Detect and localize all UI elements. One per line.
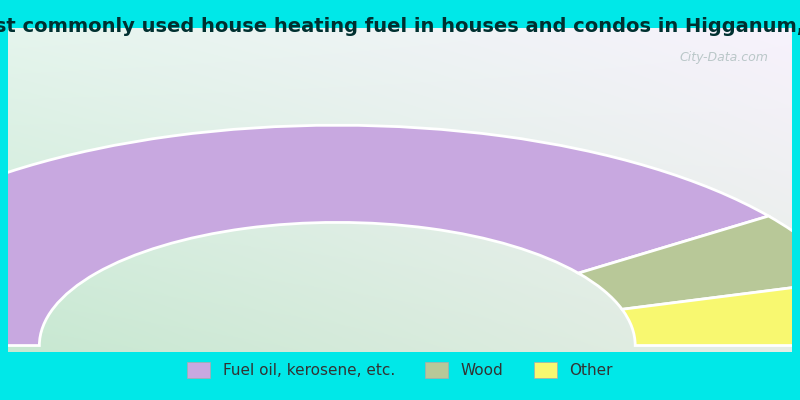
Wedge shape: [578, 216, 800, 309]
Legend: Fuel oil, kerosene, etc., Wood, Other: Fuel oil, kerosene, etc., Wood, Other: [182, 356, 618, 384]
Text: Most commonly used house heating fuel in houses and condos in Higganum, CT: Most commonly used house heating fuel in…: [0, 16, 800, 36]
Text: City-Data.com: City-Data.com: [680, 51, 769, 64]
Wedge shape: [0, 125, 769, 346]
Wedge shape: [622, 281, 800, 346]
